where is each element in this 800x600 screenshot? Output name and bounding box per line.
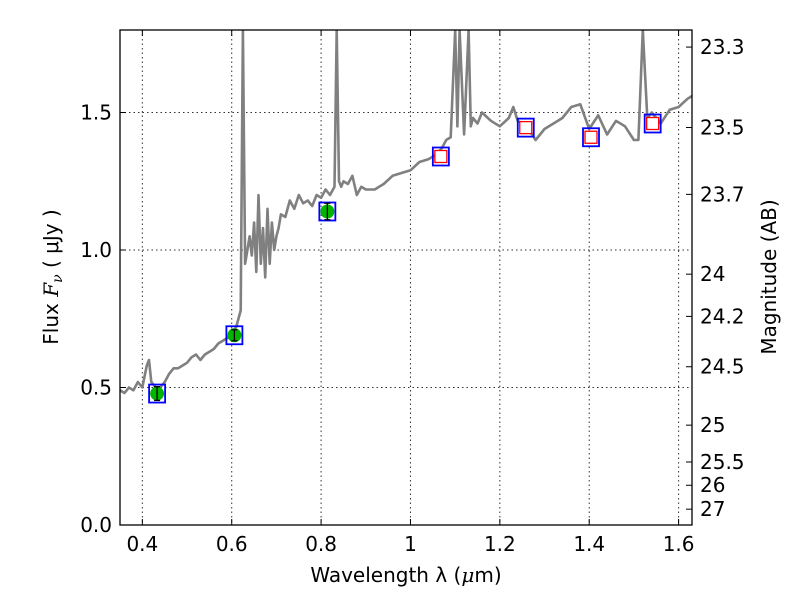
upper-limit-marker bbox=[646, 116, 660, 131]
x-tick-label: 1 bbox=[404, 532, 417, 556]
y-tick-label: 1.5 bbox=[80, 101, 112, 125]
x-tick-label: 1.4 bbox=[573, 532, 605, 556]
model-photometry-box bbox=[516, 117, 535, 138]
right-tick-label: 24 bbox=[700, 262, 725, 286]
y-tick-label: 0.0 bbox=[80, 513, 112, 537]
y-axis-label: Flux Fν ( μJy ) bbox=[39, 209, 66, 344]
x-tick-label: 1.6 bbox=[663, 532, 695, 556]
right-tick-label: 27 bbox=[700, 497, 725, 521]
right-tick-label: 23.7 bbox=[700, 182, 745, 206]
photometry-markers bbox=[148, 113, 662, 404]
x-axis-ticks: 0.4 0.6 0.8 1 1.2 1.4 1.6 bbox=[126, 30, 695, 556]
y-tick-label: 0.5 bbox=[80, 376, 112, 400]
right-tick-label: 23.3 bbox=[700, 35, 745, 59]
right-tick-label: 24.2 bbox=[700, 304, 745, 328]
y-tick-label: 1.0 bbox=[80, 238, 112, 262]
right-axis-label: Magnitude (AB) bbox=[757, 199, 781, 354]
right-tick-label: 23.5 bbox=[700, 115, 745, 139]
x-tick-label: 0.8 bbox=[305, 532, 337, 556]
x-tick-label: 0.4 bbox=[126, 532, 158, 556]
model-photometry-box bbox=[643, 113, 662, 134]
upper-limit-marker bbox=[519, 120, 533, 135]
model-photometry-box bbox=[431, 146, 450, 167]
right-tick-label: 26 bbox=[700, 473, 725, 497]
upper-limit-marker bbox=[584, 130, 598, 144]
model-photometry-box bbox=[148, 383, 166, 404]
plot-frame bbox=[119, 29, 693, 526]
x-tick-label: 1.2 bbox=[484, 532, 516, 556]
model-sed-line bbox=[120, 30, 692, 395]
model-photometry-box bbox=[582, 127, 600, 148]
model-photometry-box bbox=[225, 325, 244, 346]
right-tick-label: 24.5 bbox=[700, 355, 745, 379]
y-axis-ticks: 0.0 0.5 1.0 1.5 bbox=[80, 101, 126, 537]
model-sed-layer bbox=[120, 30, 692, 395]
x-tick-label: 0.6 bbox=[216, 532, 248, 556]
right-tick-label: 25 bbox=[700, 413, 725, 437]
x-axis-label: Wavelength λ (μm) bbox=[310, 563, 501, 587]
upper-limit-marker bbox=[434, 149, 448, 164]
right-tick-label: 25.5 bbox=[700, 450, 745, 474]
grid-lines bbox=[120, 30, 692, 525]
model-photometry-box bbox=[318, 201, 337, 222]
